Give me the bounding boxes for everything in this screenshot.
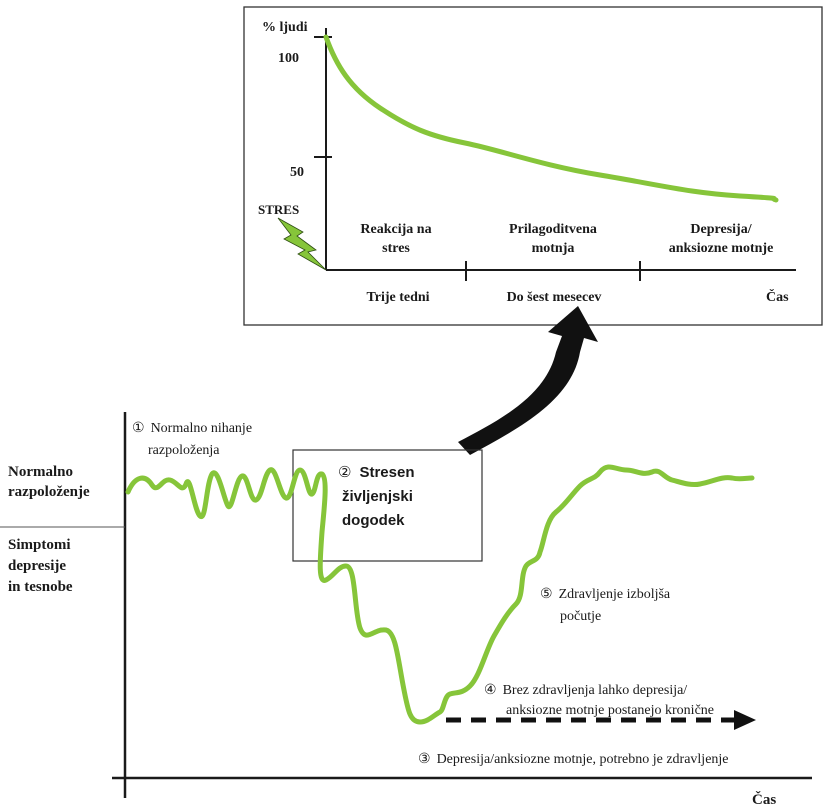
note2-line3: dogodek <box>342 512 405 529</box>
inset-phase2-line2: motnja <box>532 241 575 256</box>
inset-phase3-line1: Depresija/ <box>690 222 752 237</box>
label-normal-mood-line2: razpoloženje <box>8 484 90 500</box>
mood-curve <box>125 464 755 725</box>
label-symptoms-line2: depresije <box>8 558 66 574</box>
curved-arrow-icon <box>458 306 598 455</box>
inset-phase1-line2: stres <box>382 241 410 256</box>
lightning-bolt-icon <box>277 217 327 271</box>
note4-text: Brez zdravljenja lahko depresija/ <box>503 683 688 698</box>
note2-marker: ② <box>338 464 351 481</box>
note3-text: Depresija/anksiozne motnje, potrebno je … <box>437 752 729 767</box>
note1-line2: razpoloženja <box>148 443 220 458</box>
stress-event-box <box>292 449 483 562</box>
note5-line2: počutje <box>560 609 601 624</box>
note2-line2: življenjski <box>342 488 413 505</box>
label-symptoms-line3: in tesnobe <box>8 579 73 595</box>
note5-marker: ⑤ <box>540 587 553 602</box>
note1-line1: ① Normalno nihanje <box>132 421 252 436</box>
inset-phase1-line1: Reakcija na <box>360 222 431 237</box>
note4-line1: ④ Brez zdravljenja lahko depresija/ <box>484 683 687 698</box>
inset-y-axis-label: % ljudi <box>262 20 308 35</box>
chronic-arrowhead-icon <box>734 710 756 730</box>
label-symptoms-line1: Simptomi <box>8 537 71 553</box>
note5-line1: ⑤ Zdravljenje izboljša <box>540 587 671 602</box>
note2-text: Stresen <box>359 464 414 481</box>
note5-text: Zdravljenje izboljša <box>559 587 671 602</box>
inset-period1-label: Trije tedni <box>366 290 429 305</box>
label-normal-mood-line1: Normalno <box>8 464 73 480</box>
note1-text: Normalno nihanje <box>151 421 252 436</box>
inset-phase3-line2: anksiozne motnje <box>669 241 774 256</box>
inset-stress-label: STRES <box>258 202 299 217</box>
inset-chart: % ljudi 100 50 STRES Reakcija na stres P… <box>243 6 823 326</box>
note2-line1: ② Stresen <box>338 464 414 481</box>
note3-marker: ③ <box>418 752 431 767</box>
note3-line: ③ Depresija/anksiozne motnje, potrebno je… <box>418 752 729 767</box>
inset-phase2-line1: Prilagoditvena <box>509 222 597 237</box>
inset-x-axis-label: Čas <box>766 288 789 305</box>
inset-y-tick-label-50: 50 <box>290 165 304 180</box>
main-diagram: Normalno razpoloženje Simptomi depresije… <box>0 412 812 808</box>
inset-frame <box>243 6 823 326</box>
inset-period2-label: Do šest mesecev <box>507 290 602 305</box>
inset-y-tick-label-100: 100 <box>278 51 299 66</box>
note4-line2: anksiozne motnje postanejo kronične <box>506 703 714 718</box>
main-x-axis-label: Čas <box>752 791 776 808</box>
inset-decay-curve <box>323 34 779 203</box>
note1-marker: ① <box>132 421 145 436</box>
note4-marker: ④ <box>484 683 497 698</box>
